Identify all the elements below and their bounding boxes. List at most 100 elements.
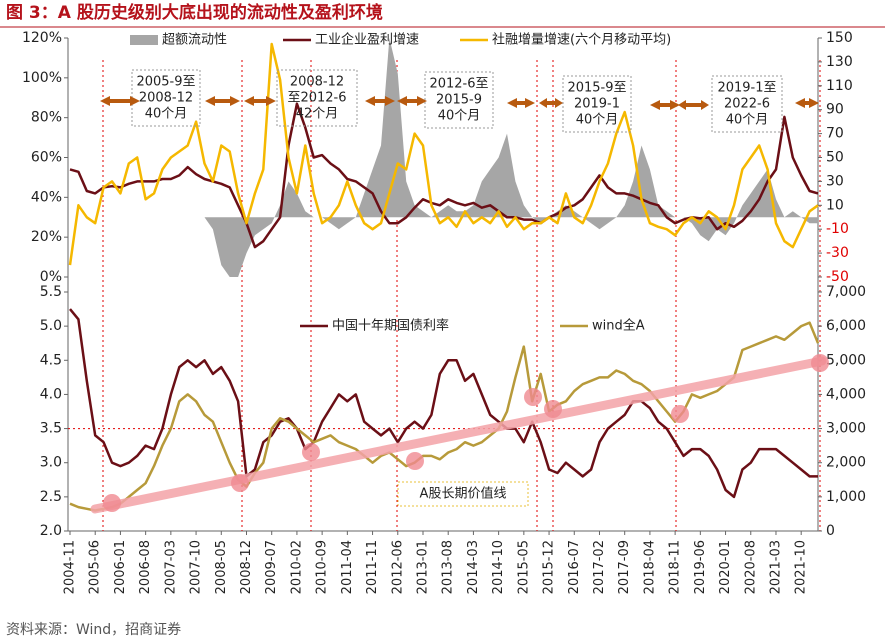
x-tick-label: 2021-03: [768, 540, 783, 594]
frame: [67, 38, 819, 532]
y2-tick-label: 5,000: [826, 352, 866, 368]
bottom-marker: [103, 494, 121, 512]
annotation-text: 2012-6至: [429, 77, 488, 92]
y-tick-label: 2.5: [40, 489, 62, 505]
annotation-text: 40个月: [576, 113, 619, 128]
bottom-marker: [811, 354, 829, 372]
x-tick-label: 2017-02: [592, 540, 607, 594]
period-arrows: [100, 96, 819, 110]
bottom-marker: [302, 443, 320, 461]
x-tick-label: 2008-05: [214, 540, 229, 594]
y-tick-label: 60%: [31, 150, 62, 166]
x-tick-label: 2011-11: [365, 540, 380, 594]
y2-tick-label: 30: [826, 173, 844, 189]
x-tick-label: 2020-08: [743, 540, 758, 594]
arrow: [100, 96, 140, 106]
y2-tick-label: 6,000: [826, 318, 866, 334]
x-tick-label: 2019-06: [693, 540, 708, 594]
chart-title: 图 3：A 股历史级别大底出现的流动性及盈利环境: [6, 2, 383, 23]
annotation-text: 2015-9: [436, 93, 482, 108]
y2-tick-label: 0: [826, 523, 835, 539]
y-tick-label: 80%: [31, 110, 62, 126]
annotation-text: 2015-9至: [567, 81, 626, 96]
source-note: 资料来源：Wind，招商证券: [6, 622, 181, 638]
legend-swatch: [130, 35, 158, 45]
annotation-box: [397, 481, 529, 507]
annotation-text: 2008-12: [290, 75, 344, 90]
bottom-marker: [671, 405, 689, 423]
annotation-text: 40个月: [726, 113, 769, 128]
annotation-text: 2019-1至: [717, 81, 776, 96]
bottom-marker: [544, 400, 562, 418]
bottom-markers: [103, 354, 829, 512]
y-tick-label: 100%: [22, 70, 62, 86]
annotation-box: [276, 69, 358, 127]
arrow: [650, 100, 680, 110]
y2-tick-label: 10: [826, 197, 844, 213]
x-tick-label: 2004-11: [63, 540, 78, 594]
arrow: [507, 98, 535, 108]
x-tick-label: 2007-10: [189, 540, 204, 594]
x-tick-label: 2015-12: [542, 540, 557, 594]
x-tick-label: 2012-06: [390, 540, 405, 594]
y2-tick-label: 130: [826, 54, 853, 70]
x-tick-label: 2010-09: [315, 540, 330, 594]
annotation-text: 2008-12: [139, 91, 193, 106]
y-tick-label: 0%: [40, 269, 62, 285]
arrow: [244, 96, 276, 106]
y2-tick-label: 2,000: [826, 455, 866, 471]
y2-tick-label: 7,000: [826, 284, 866, 300]
y2-tick-label: 70: [826, 126, 844, 142]
arrow: [795, 98, 819, 108]
y2-tick-label: -30: [826, 245, 849, 261]
x-tick-label: 2008-12: [239, 540, 254, 594]
y2-tick-label: 50: [826, 150, 844, 166]
y-tick-label: 5.5: [40, 284, 62, 300]
annotation-text: 40个月: [145, 107, 188, 122]
x-tick-label: 2014-03: [466, 540, 481, 594]
y-tick-label: 3.0: [40, 455, 62, 471]
bottom-marker: [406, 452, 424, 470]
y2-tick-label: -50: [826, 269, 849, 285]
y2-tick-label: 90: [826, 102, 844, 118]
x-tick-label: 2013-01: [415, 540, 430, 594]
y-tick-label: 4.5: [40, 352, 62, 368]
arrow: [205, 96, 240, 106]
annotation-text: 42个月: [296, 107, 339, 122]
x-tick-label: 2010-02: [289, 540, 304, 594]
x-tick-label: 2015-05: [516, 540, 531, 594]
y-tick-label: 2.0: [40, 523, 62, 539]
y2-tick-label: 3,000: [826, 421, 866, 437]
y2-tick-label: 150: [826, 30, 853, 46]
x-tick-label: 2011-04: [340, 540, 355, 594]
bottom-marker: [524, 388, 542, 406]
x-tick-label: 2021-10: [794, 540, 809, 594]
arrow: [397, 96, 427, 106]
y2-tick-label: 4,000: [826, 386, 866, 402]
annotation-box: [711, 75, 783, 133]
x-tick-label: 2018-11: [668, 540, 683, 594]
y2-tick-label: 110: [826, 78, 853, 94]
x-tick-label: 2007-03: [163, 540, 178, 594]
x-tick-label: 2017-09: [617, 540, 632, 594]
bottom-marker: [231, 474, 249, 492]
x-tick-label: 2018-04: [642, 540, 657, 594]
annotation-text: 2022-6: [724, 97, 770, 112]
y-tick-label: 3.5: [40, 421, 62, 437]
legend-label: 社融增量增速(六个月移动平均): [492, 32, 671, 48]
y-tick-label: 40%: [31, 189, 62, 205]
annotation-text: A股长期价值线: [420, 486, 507, 502]
arrow: [539, 98, 563, 108]
annotation-text: 40个月: [438, 109, 481, 124]
line: [69, 321, 820, 512]
y2-tick-label: -10: [826, 221, 849, 237]
y2-tick-label: 1,000: [826, 489, 866, 505]
x-tick-label: 2013-08: [441, 540, 456, 594]
y-tick-label: 5.0: [40, 318, 62, 334]
x-tick-label: 2016-07: [567, 540, 582, 594]
line: [69, 308, 818, 499]
y-tick-label: 20%: [31, 229, 62, 245]
x-tick-label: 2020-01: [718, 540, 733, 594]
y-tick-label: 120%: [22, 30, 62, 46]
